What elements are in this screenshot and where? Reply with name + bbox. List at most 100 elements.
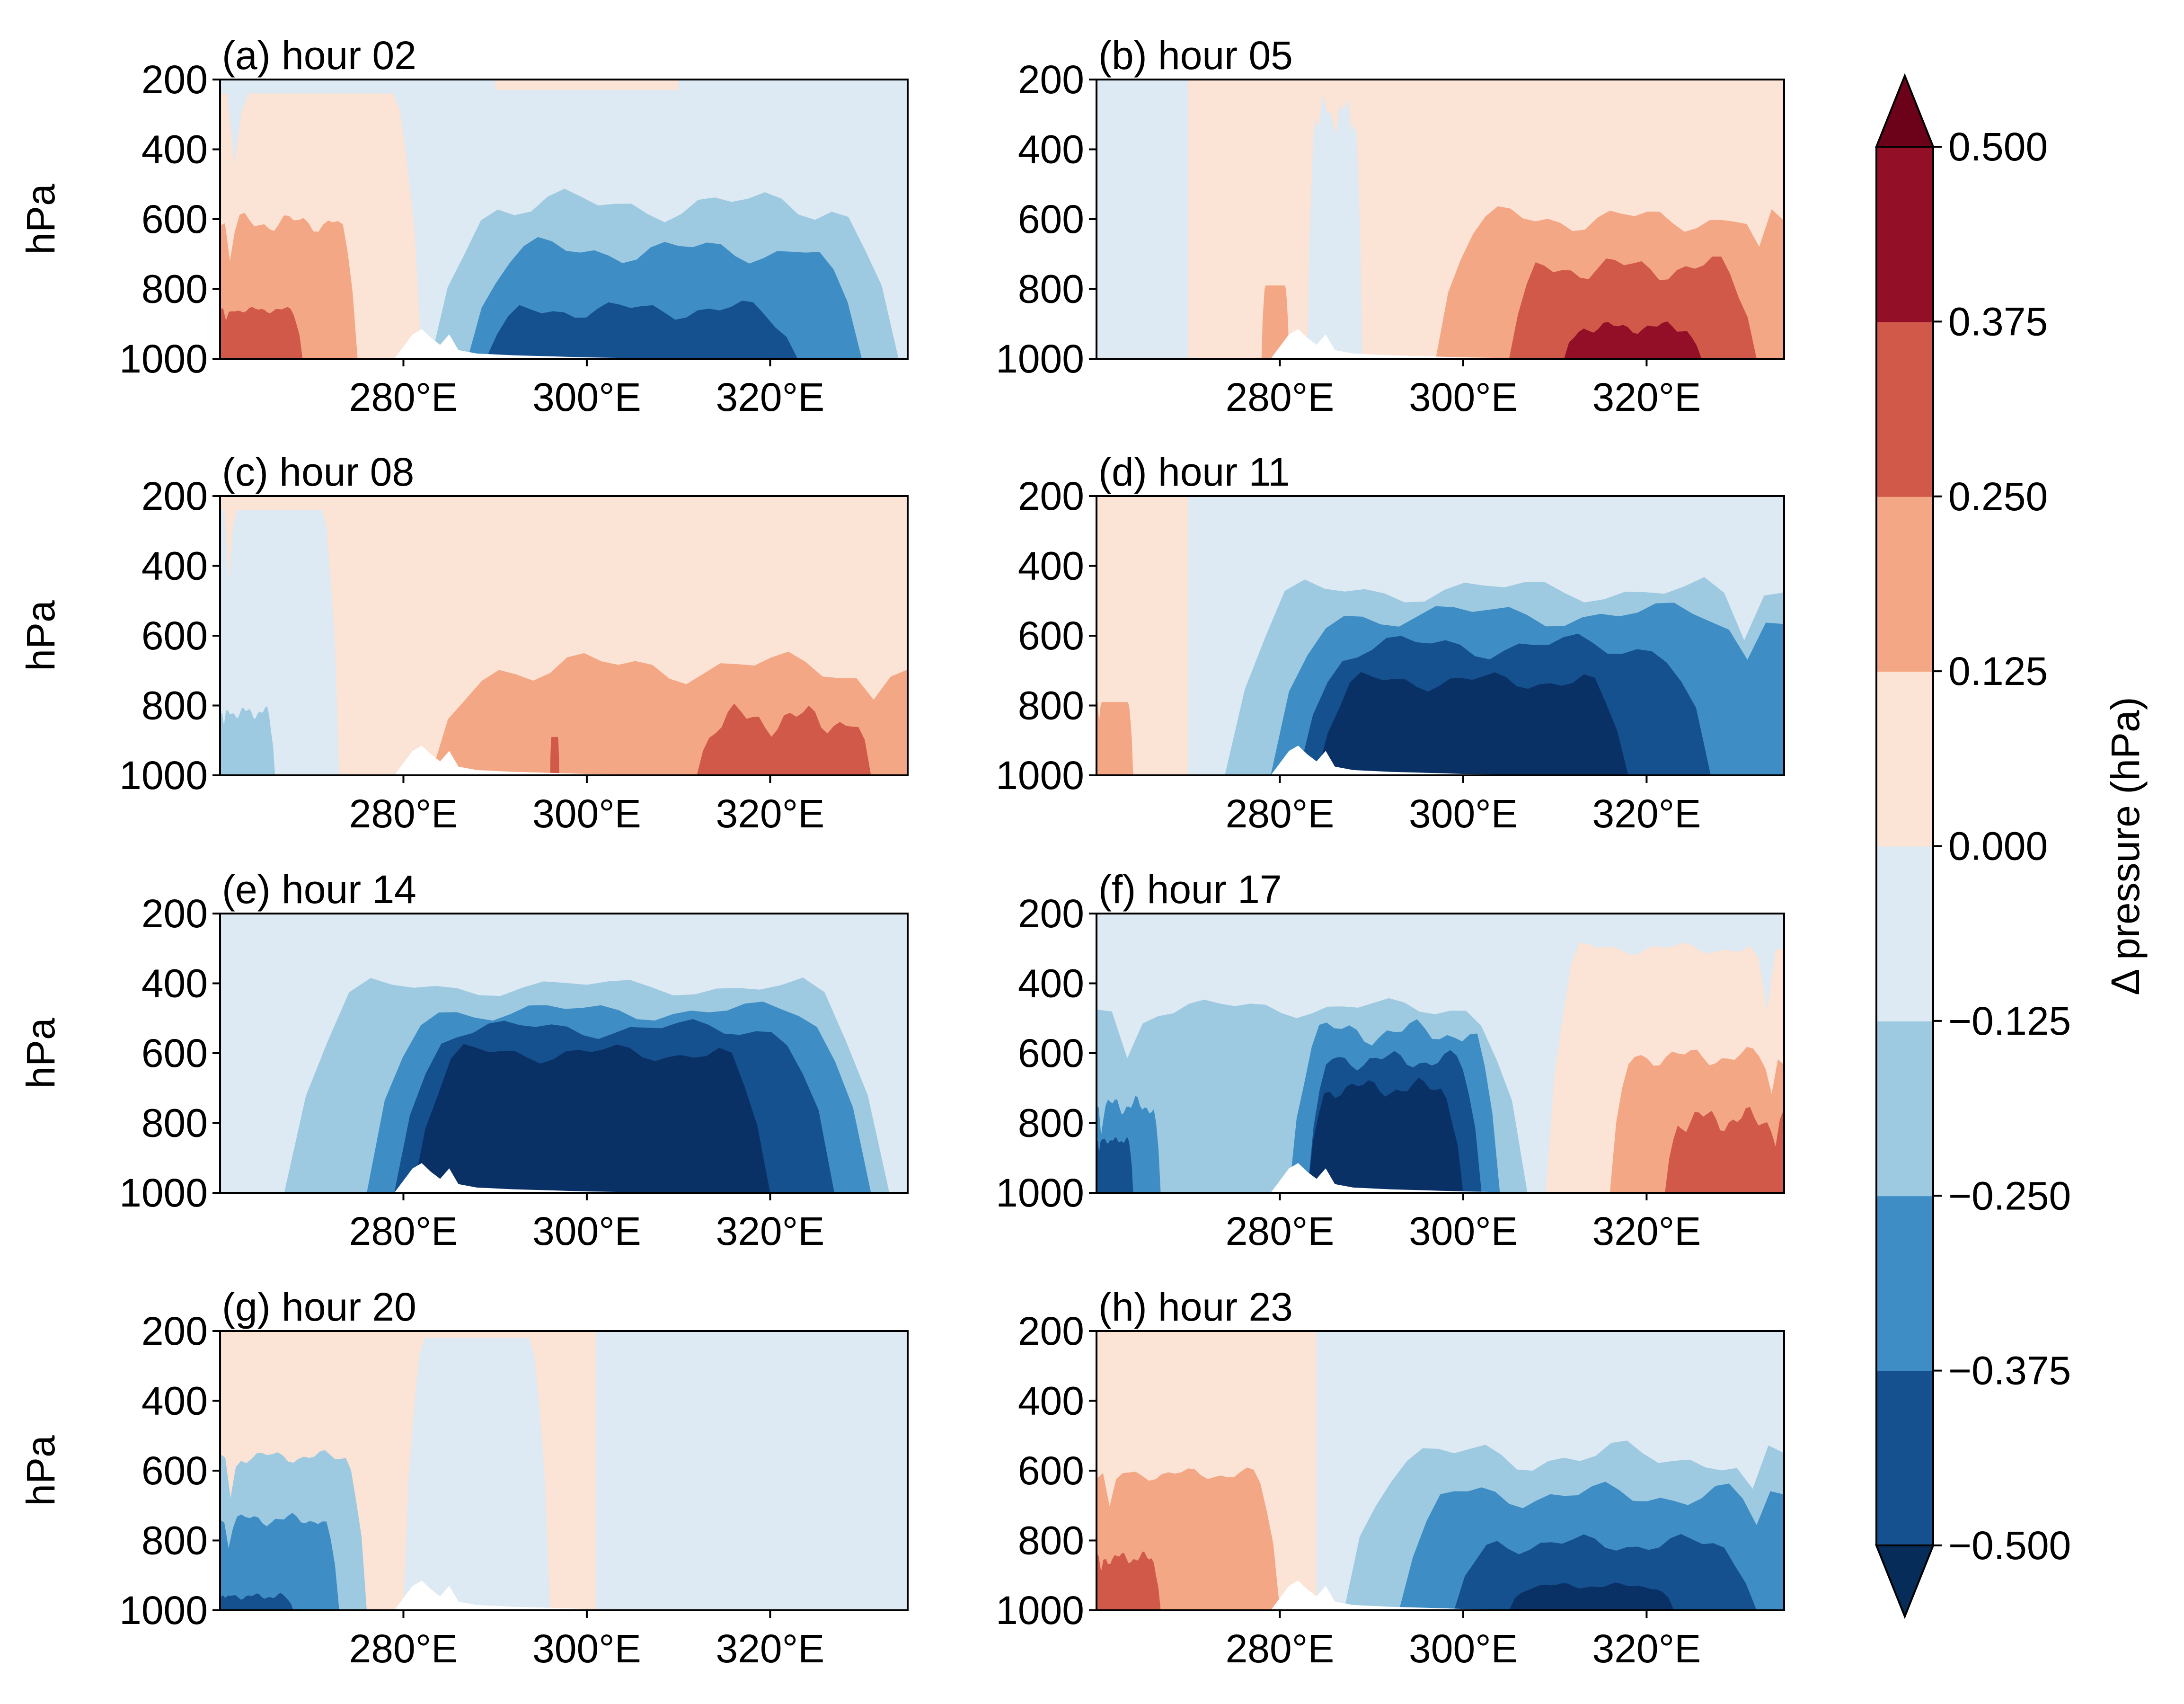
contour-band [1261, 285, 1289, 359]
contour-band [403, 1338, 550, 1610]
y-tick-label: 600 [141, 197, 208, 241]
x-tick-label: 300°E [532, 791, 641, 836]
colorbar-tick-label: −0.375 [1948, 1349, 2071, 1393]
panel-title: (c) hour 08 [222, 450, 414, 494]
x-tick-label: 280°E [349, 375, 458, 419]
y-tick-label: 400 [1018, 127, 1084, 172]
x-tick-label: 300°E [532, 1626, 641, 1671]
panel-title: (g) hour 20 [222, 1285, 416, 1329]
contour-band [220, 307, 303, 359]
contour-band [495, 80, 679, 90]
colorbar-band [1876, 1021, 1933, 1197]
panel-c: 200 400 600 800 1000 280°E 300°E 320°E (c) hour … [18, 450, 909, 836]
y-tick-label: 1000 [996, 1588, 1084, 1633]
colorbar-label: Δ pressure (hPa) [2103, 697, 2148, 995]
terrain-mask [1271, 746, 1555, 775]
y-tick-label: 1000 [119, 1171, 208, 1215]
y-tick-label: 800 [141, 267, 208, 311]
panel-title: (a) hour 02 [222, 33, 416, 78]
y-tick-label: 600 [141, 1031, 208, 1075]
y-tick-label: 1000 [119, 337, 208, 381]
contour-band [220, 1593, 293, 1610]
panel-b: 200 400 600 800 1000 280°E 300°E 320°E (b) hour … [996, 33, 1785, 419]
colorbar-tick-label: −0.125 [1948, 999, 2071, 1043]
contour-band [1096, 1137, 1133, 1193]
y-tick-label: 200 [141, 57, 208, 102]
x-tick-label: 320°E [1592, 375, 1701, 419]
panel-h: 200 400 600 800 1000 280°E 300°E 320°E (h) hour … [996, 1285, 1785, 1671]
y-tick-label: 800 [1018, 267, 1084, 311]
colorbar-tick-label: 0.250 [1948, 474, 2048, 519]
colorbar-band [1876, 846, 1933, 1021]
contour-band [412, 1044, 770, 1193]
colorbar-tick-label: −0.500 [1948, 1523, 2071, 1568]
colorbar-band [1876, 147, 1933, 322]
panel-e: 200 400 600 800 1000 280°E 300°E 320°E (e) hour … [18, 867, 909, 1253]
y-tick-label: 400 [141, 544, 208, 588]
y-tick-label: 600 [1018, 613, 1084, 658]
y-tick-label: 600 [1018, 1448, 1084, 1493]
x-tick-label: 300°E [1409, 791, 1518, 836]
terrain-mask [394, 1580, 679, 1610]
y-tick-label: 800 [141, 1101, 208, 1145]
contour-field [1096, 1331, 1784, 1610]
y-tick-label: 200 [141, 1309, 208, 1353]
contour-band [550, 737, 559, 775]
x-tick-label: 320°E [716, 375, 825, 419]
colorbar-band [1876, 496, 1933, 672]
y-tick-label: 600 [1018, 197, 1084, 241]
contour-band [220, 1513, 339, 1610]
panel-title: (d) hour 11 [1098, 450, 1290, 494]
contour-band [1564, 321, 1702, 359]
y-tick-label: 200 [1018, 891, 1084, 936]
contour-band [1665, 1107, 1784, 1193]
panel-title: (e) hour 14 [222, 867, 416, 912]
colorbar-tick-label: 0.000 [1948, 824, 2048, 869]
colorbar-extend-max [1875, 73, 1935, 148]
y-axis-label: hPa [18, 1435, 63, 1506]
contour-field [1096, 914, 1784, 1193]
contour-band [1096, 80, 1188, 359]
contour-field [220, 496, 908, 775]
terrain-mask [394, 329, 679, 359]
colorbar-tick-label: 0.500 [1948, 124, 2048, 169]
contour-band [220, 706, 275, 775]
y-tick-label: 400 [141, 127, 208, 172]
contour-field [1096, 80, 1784, 359]
y-axis-label: hPa [18, 600, 63, 671]
x-tick-label: 320°E [716, 791, 825, 836]
y-tick-label: 200 [1018, 474, 1084, 518]
x-tick-label: 320°E [1592, 1626, 1701, 1671]
terrain-mask [394, 1163, 679, 1193]
x-tick-label: 300°E [1409, 375, 1518, 419]
x-tick-label: 320°E [1592, 1209, 1701, 1253]
colorbar-band [1876, 1370, 1933, 1546]
terrain-mask [394, 746, 679, 775]
y-tick-label: 1000 [996, 337, 1084, 381]
y-tick-label: 200 [1018, 57, 1084, 102]
contour-band [1509, 257, 1757, 359]
colorbar-extend-min [1875, 1544, 1935, 1619]
y-tick-label: 400 [1018, 961, 1084, 1006]
panel-d: 200 400 600 800 1000 280°E 300°E 320°E (d) hour … [996, 450, 1785, 836]
colorbar-band [1876, 321, 1933, 497]
contour-band [1509, 1582, 1674, 1610]
contour-band [596, 1331, 908, 1610]
y-axis-label: hPa [18, 184, 63, 255]
y-tick-label: 400 [1018, 1379, 1084, 1423]
x-tick-label: 300°E [532, 1209, 641, 1253]
x-tick-label: 320°E [1592, 791, 1701, 836]
x-tick-label: 300°E [1409, 1209, 1518, 1253]
contour-band [1307, 1077, 1463, 1193]
panel-title: (b) hour 05 [1098, 33, 1293, 78]
terrain-mask [1271, 329, 1555, 359]
contour-band [220, 510, 339, 775]
y-tick-label: 800 [1018, 1518, 1084, 1563]
y-tick-label: 400 [1018, 544, 1084, 588]
contour-band [697, 703, 871, 775]
x-tick-label: 280°E [1226, 1209, 1335, 1253]
y-tick-label: 400 [141, 1379, 208, 1423]
panel-a: 200 400 600 800 1000 280°E 300°E 320°E (a) hour … [18, 33, 909, 419]
contour-field [1096, 496, 1784, 775]
x-tick-label: 320°E [716, 1209, 825, 1253]
